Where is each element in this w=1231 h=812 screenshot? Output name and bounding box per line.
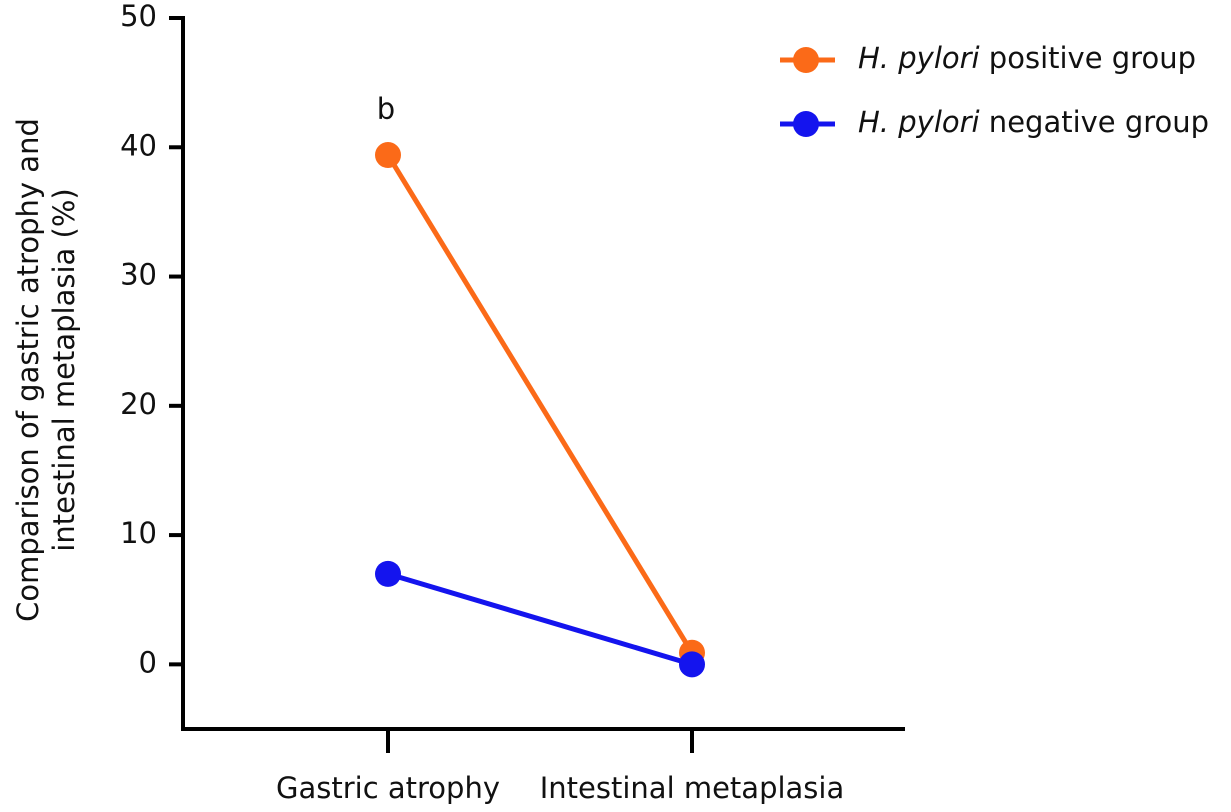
y-tick-label: 30 [120, 258, 157, 292]
legend-label-italic: H. pylori [858, 105, 980, 139]
y-tick-label: 10 [120, 516, 157, 550]
y-label: Comparison of gastric atrophy and intest… [11, 118, 81, 622]
data-point [375, 560, 401, 587]
series-line [387, 571, 693, 667]
annotation: b [377, 92, 395, 126]
data-point [375, 142, 401, 169]
series-line [385, 153, 695, 655]
legend-marker [793, 111, 819, 137]
x-tick-label: Intestinal metaplasia [540, 771, 845, 805]
y-tick-label: 0 [139, 645, 157, 679]
legend-label-rest: negative group [980, 105, 1210, 139]
legend-label: H. pylori positive group [858, 41, 1196, 75]
y-tick-label: 40 [120, 128, 157, 162]
legend-marker [793, 47, 819, 73]
legend-label-rest: positive group [980, 41, 1196, 75]
x-tick-label: Gastric atrophy [276, 771, 500, 805]
legend-label-italic: H. pylori [858, 41, 980, 75]
y-label-line: intestinal metaplasia (%) [47, 188, 81, 551]
y-tick-label: 20 [120, 387, 157, 421]
legend-label: H. pylori negative group [858, 105, 1209, 139]
y-label-line: Comparison of gastric atrophy and [11, 118, 45, 622]
data-point [679, 651, 705, 678]
y-tick-label: 50 [120, 0, 157, 33]
